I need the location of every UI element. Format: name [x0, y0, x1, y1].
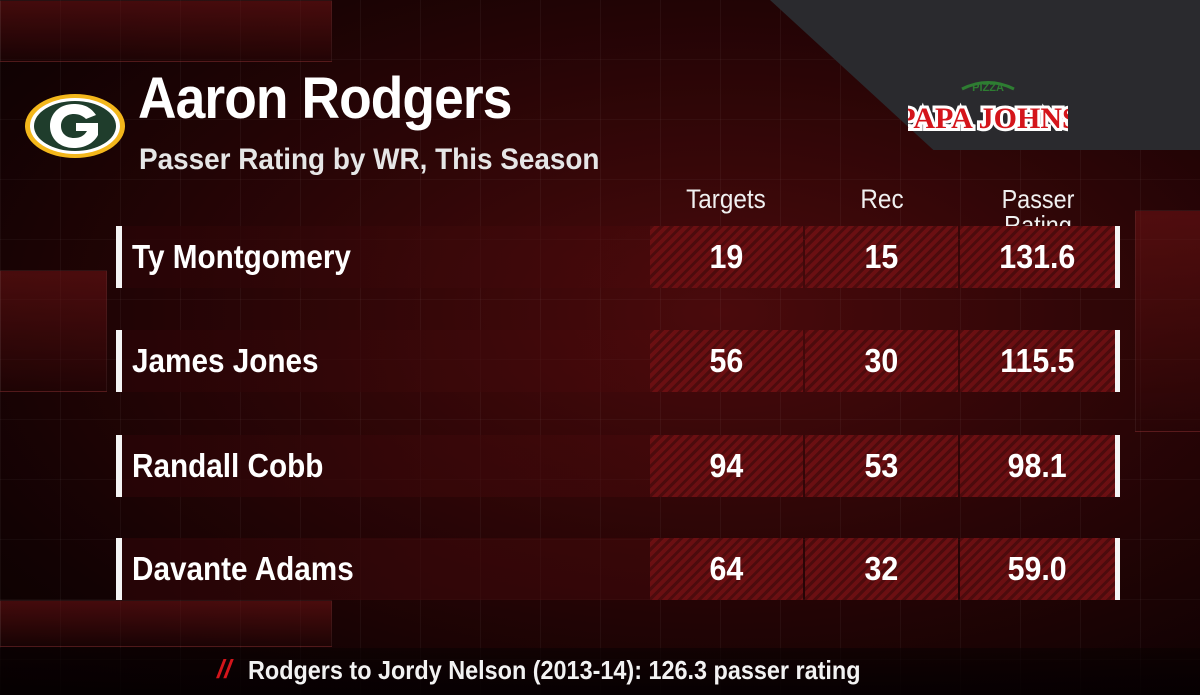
table-row: Randall Cobb 94 53 98.1 — [116, 435, 1120, 497]
targets-cell: 19 — [650, 226, 803, 288]
column-header-rec: Rec — [860, 184, 904, 214]
footer-bar — [0, 648, 1200, 695]
targets-cell: 56 — [650, 330, 803, 392]
row-right-bracket — [1115, 538, 1120, 600]
row-name-background — [116, 538, 650, 600]
row-left-bracket — [116, 435, 122, 497]
row-left-bracket — [116, 538, 122, 600]
row-right-bracket — [1115, 330, 1120, 392]
passer-rating-cell: 98.1 — [960, 435, 1115, 497]
rec-cell: 53 — [805, 435, 958, 497]
background-panel — [0, 600, 332, 647]
table-row: Ty Montgomery 19 15 131.6 — [116, 226, 1120, 288]
page-title: Aaron Rodgers — [138, 66, 512, 131]
rec-cell: 15 — [805, 226, 958, 288]
packers-g-logo-icon — [24, 93, 126, 159]
column-header-targets: Targets — [686, 184, 766, 214]
targets-cell: 94 — [650, 435, 803, 497]
rec-cell: 30 — [805, 330, 958, 392]
row-name-background — [116, 226, 650, 288]
row-right-bracket — [1115, 226, 1120, 288]
background-panel — [0, 0, 332, 62]
passer-rating-cell: 115.5 — [960, 330, 1115, 392]
rec-cell: 32 — [805, 538, 958, 600]
table-row: Davante Adams 64 32 59.0 — [116, 538, 1120, 600]
targets-cell: 64 — [650, 538, 803, 600]
sponsor-name: PAPA JOHNS — [908, 102, 1068, 135]
sponsor-name-outline: PAPA JOHNS — [908, 102, 1068, 135]
sponsor-top-text: PIZZA — [972, 82, 1004, 94]
passer-rating-cell: 131.6 — [960, 226, 1115, 288]
player-name: Ty Montgomery — [132, 238, 351, 275]
player-name: Davante Adams — [132, 550, 354, 587]
page-subtitle: Passer Rating by WR, This Season — [139, 143, 600, 176]
footer-marker: // — [217, 654, 232, 684]
background-panel — [1135, 210, 1200, 432]
passer-rating-cell: 59.0 — [960, 538, 1115, 600]
row-right-bracket — [1115, 435, 1120, 497]
row-name-background — [116, 330, 650, 392]
row-left-bracket — [116, 226, 122, 288]
player-name: James Jones — [132, 342, 319, 379]
background-panel — [0, 270, 107, 392]
player-name: Randall Cobb — [132, 447, 324, 484]
table-row: James Jones 56 30 115.5 — [116, 330, 1120, 392]
row-name-background — [116, 435, 650, 497]
row-left-bracket — [116, 330, 122, 392]
papa-johns-logo-icon: PIZZA PAPA JOHNS PAPA JOHNS — [894, 74, 1082, 138]
footer-note: Rodgers to Jordy Nelson (2013-14): 126.3… — [248, 655, 861, 685]
